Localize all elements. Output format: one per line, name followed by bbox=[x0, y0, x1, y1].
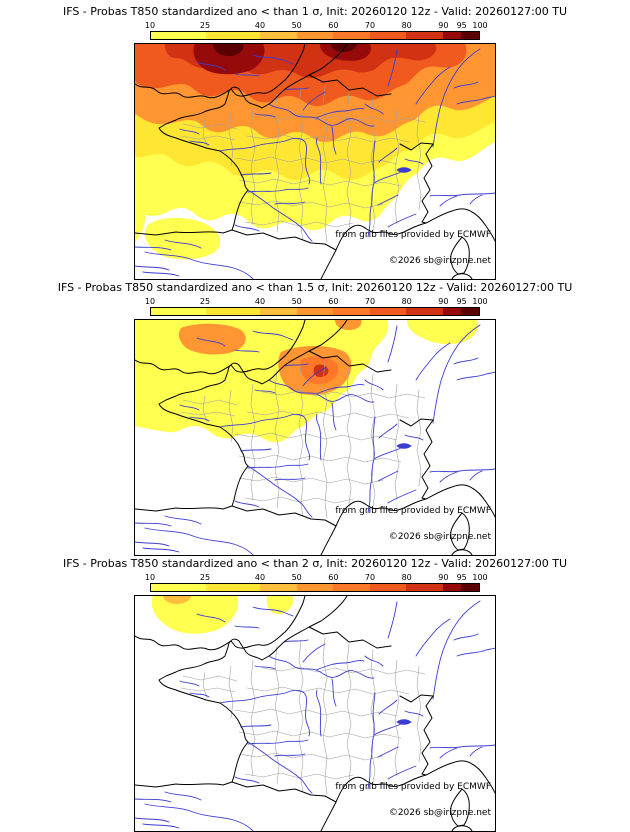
colorbar-tick-label: 10 bbox=[144, 573, 156, 582]
probability-field bbox=[135, 44, 495, 260]
colorbar-segment bbox=[151, 32, 206, 39]
colorbar-segment bbox=[205, 308, 261, 315]
colorbar-segment bbox=[333, 32, 370, 39]
colorbar-segment bbox=[406, 32, 443, 39]
prob-contour bbox=[193, 44, 265, 75]
prob-contour bbox=[135, 194, 146, 242]
map: from grib files provided by ECMWF ©2026 … bbox=[134, 319, 496, 556]
colorbar-tick-label: 50 bbox=[291, 573, 302, 582]
panel-prob-lt-2sigma: IFS - Probas T850 standardized ano < tha… bbox=[0, 552, 630, 832]
colorbar-segment bbox=[151, 308, 206, 315]
colorbar-tick-label: 40 bbox=[254, 573, 266, 582]
colorbar-segment bbox=[151, 584, 206, 591]
colorbar-tick-label: 25 bbox=[199, 297, 211, 306]
colorbar-tick-label: 90 bbox=[438, 573, 449, 582]
colorbar-segment bbox=[296, 584, 334, 591]
colorbar-tick-label: 40 bbox=[254, 297, 266, 306]
colorbar-segment bbox=[460, 584, 479, 591]
probability-field bbox=[135, 320, 479, 443]
map-credit-copyright: ©2026 sb@irizpne.net bbox=[388, 532, 491, 542]
prob-contour bbox=[213, 44, 244, 56]
colorbar-segment bbox=[460, 32, 479, 39]
map-credit-provider: from grib files provided by ECMWF bbox=[335, 506, 491, 516]
colorbar-tick-label: 80 bbox=[401, 573, 412, 582]
colorbar-segment bbox=[333, 584, 370, 591]
colorbar-tick-labels: 10 25 40 50 60 70 80 90 95 100 bbox=[145, 297, 488, 307]
colorbar-segment bbox=[296, 308, 334, 315]
colorbar-segment bbox=[442, 584, 461, 591]
map-credit-copyright: ©2026 sb@irizpne.net bbox=[388, 808, 491, 818]
map: from grib files provided by ECMWF ©2026 … bbox=[134, 43, 496, 280]
colorbar-gradient bbox=[150, 583, 480, 592]
panel-prob-lt-1p5sigma: IFS - Probas T850 standardized ano < tha… bbox=[0, 276, 630, 556]
map-credit-copyright: ©2026 sb@irizpne.net bbox=[388, 256, 491, 266]
panel-title: IFS - Probas T850 standardized ano < tha… bbox=[62, 5, 568, 18]
colorbar-segment bbox=[369, 308, 407, 315]
colorbar-tick-label: 100 bbox=[472, 573, 488, 582]
colorbar-tick-label: 50 bbox=[291, 297, 302, 306]
prob-contour bbox=[163, 596, 191, 604]
prob-contour bbox=[266, 596, 294, 615]
map-credit-provider: from grib files provided by ECMWF bbox=[335, 230, 491, 240]
colorbar-tick-label: 40 bbox=[254, 21, 266, 30]
colorbar-segment bbox=[333, 308, 370, 315]
colorbar-tick-label: 25 bbox=[199, 573, 211, 582]
map: from grib files provided by ECMWF ©2026 … bbox=[134, 595, 496, 832]
colorbar: 10 25 40 50 60 70 80 90 95 100 bbox=[145, 21, 488, 40]
colorbar-tick-label: 60 bbox=[328, 297, 339, 306]
panel-prob-lt-1sigma: IFS - Probas T850 standardized ano < tha… bbox=[0, 0, 630, 280]
colorbar-segment bbox=[296, 32, 334, 39]
colorbar-tick-label: 10 bbox=[144, 297, 156, 306]
colorbar-tick-label: 100 bbox=[472, 21, 488, 30]
colorbar-segment bbox=[369, 32, 407, 39]
colorbar: 10 25 40 50 60 70 80 90 95 100 bbox=[145, 297, 488, 316]
prob-contour bbox=[144, 217, 221, 260]
colorbar-tick-label: 25 bbox=[199, 21, 211, 30]
colorbar-segment bbox=[406, 584, 443, 591]
prob-contour bbox=[407, 320, 479, 345]
colorbar-segment bbox=[260, 584, 297, 591]
colorbar-tick-label: 70 bbox=[364, 297, 376, 306]
colorbar-segment bbox=[260, 32, 297, 39]
map-svg bbox=[135, 596, 495, 831]
colorbar-segment bbox=[205, 584, 261, 591]
colorbar: 10 25 40 50 60 70 80 90 95 100 bbox=[145, 573, 488, 592]
colorbar-gradient bbox=[150, 31, 480, 40]
colorbar-tick-label: 70 bbox=[364, 573, 376, 582]
panel-title: IFS - Probas T850 standardized ano < tha… bbox=[57, 281, 573, 294]
colorbar-segment bbox=[406, 308, 443, 315]
prob-contour bbox=[135, 320, 389, 443]
colorbar-tick-label: 60 bbox=[328, 573, 339, 582]
map-svg bbox=[135, 320, 495, 555]
colorbar-segment bbox=[369, 584, 407, 591]
prob-contour bbox=[319, 44, 371, 61]
colorbar-tick-label: 10 bbox=[144, 21, 156, 30]
colorbar-segment bbox=[260, 308, 297, 315]
colorbar-gradient bbox=[150, 307, 480, 316]
colorbar-tick-labels: 10 25 40 50 60 70 80 90 95 100 bbox=[145, 21, 488, 31]
colorbar-tick-label: 50 bbox=[291, 21, 302, 30]
prob-contour bbox=[178, 323, 246, 355]
colorbar-segment bbox=[205, 32, 261, 39]
colorbar-tick-label: 95 bbox=[456, 573, 467, 582]
colorbar-tick-label: 80 bbox=[401, 297, 412, 306]
colorbar-tick-label: 70 bbox=[364, 21, 376, 30]
map-svg bbox=[135, 44, 495, 279]
prob-contour bbox=[151, 596, 239, 634]
colorbar-tick-label: 100 bbox=[472, 297, 488, 306]
colorbar-tick-label: 90 bbox=[438, 21, 449, 30]
colorbar-tick-label: 95 bbox=[456, 297, 467, 306]
colorbar-tick-label: 60 bbox=[328, 21, 339, 30]
panel-title: IFS - Probas T850 standardized ano < tha… bbox=[62, 557, 568, 570]
colorbar-segment bbox=[442, 308, 461, 315]
colorbar-tick-label: 80 bbox=[401, 21, 412, 30]
colorbar-segment bbox=[460, 308, 479, 315]
colorbar-tick-label: 90 bbox=[438, 297, 449, 306]
map-credit-provider: from grib files provided by ECMWF bbox=[335, 782, 491, 792]
probability-field bbox=[151, 596, 294, 634]
colorbar-tick-labels: 10 25 40 50 60 70 80 90 95 100 bbox=[145, 573, 488, 583]
colorbar-segment bbox=[442, 32, 461, 39]
colorbar-tick-label: 95 bbox=[456, 21, 467, 30]
